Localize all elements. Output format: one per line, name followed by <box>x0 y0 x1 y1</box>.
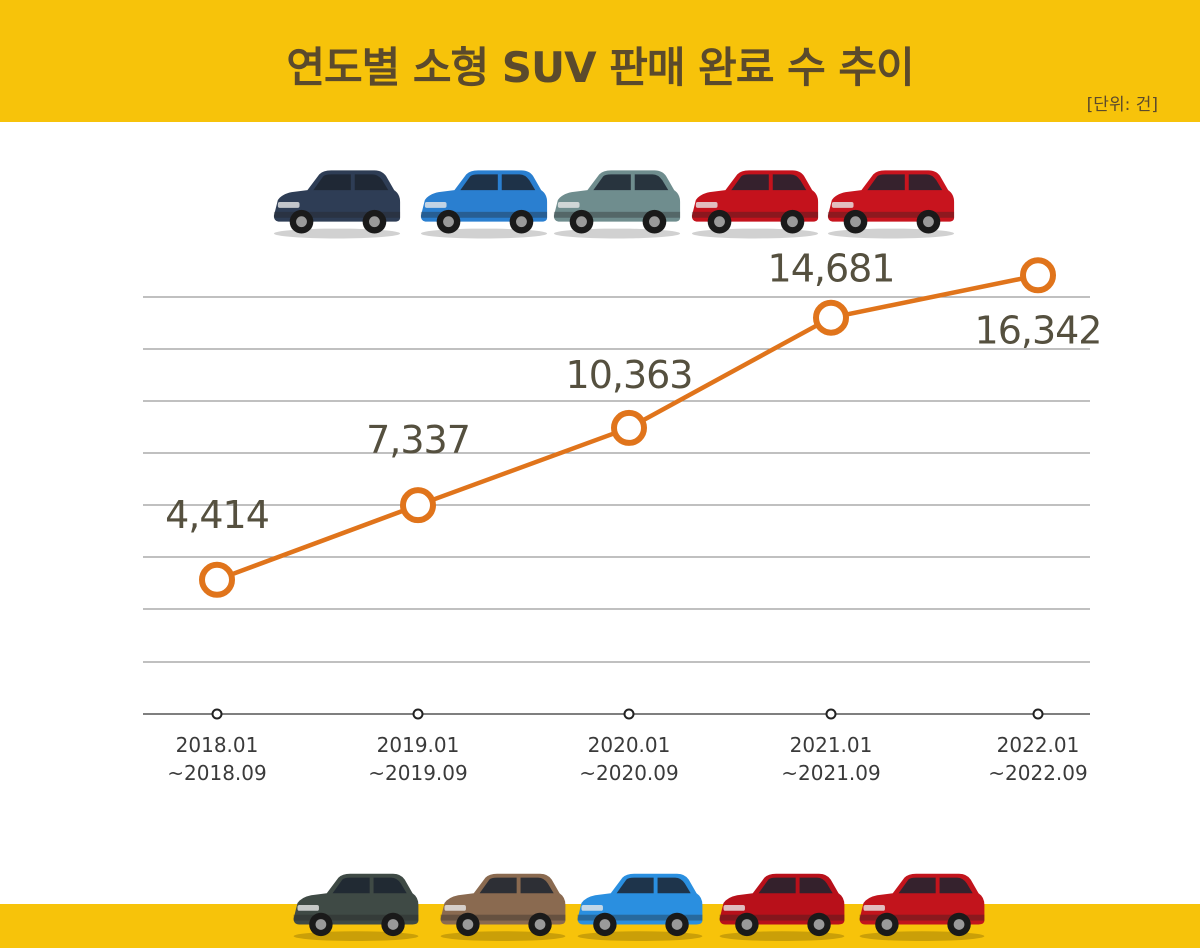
x-tick-label: 2020.01 ~2020.09 <box>579 733 678 785</box>
data-label: 16,342 <box>975 308 1102 352</box>
x-tick-label: 2019.01 ~2019.09 <box>368 733 467 785</box>
bottom-car-row <box>0 864 1200 944</box>
car-top-3 <box>548 160 686 244</box>
data-label: 7,337 <box>366 418 470 462</box>
data-point <box>199 561 235 598</box>
car-bottom-1 <box>285 864 427 946</box>
top-car-row <box>0 160 1200 240</box>
car-bottom-4 <box>711 864 853 946</box>
x-tick <box>211 708 223 720</box>
data-point <box>813 299 849 336</box>
car-bottom-2 <box>432 864 574 946</box>
x-tick <box>412 708 424 720</box>
x-tick <box>825 708 837 720</box>
x-tick <box>623 708 635 720</box>
header-band <box>0 0 1200 122</box>
car-top-1 <box>268 160 406 244</box>
x-tick-label: 2022.01 ~2022.09 <box>988 733 1087 785</box>
data-point <box>1020 257 1056 294</box>
car-top-5 <box>822 160 960 244</box>
data-point <box>400 487 436 524</box>
x-tick-label: 2018.01 ~2018.09 <box>167 733 266 785</box>
data-point <box>611 409 647 446</box>
x-tick <box>1032 708 1044 720</box>
chart-title: 연도별 소형 SUV 판매 완료 수 추이 <box>286 43 914 92</box>
car-top-4 <box>686 160 824 244</box>
car-top-2 <box>415 160 553 244</box>
car-bottom-5 <box>851 864 993 946</box>
car-bottom-3 <box>569 864 711 946</box>
data-label: 4,414 <box>165 493 269 537</box>
x-tick-label: 2021.01 ~2021.09 <box>781 733 880 785</box>
data-label: 10,363 <box>566 353 693 397</box>
unit-label: [단위: 건] <box>1086 95 1158 115</box>
data-label: 14,681 <box>768 247 895 291</box>
